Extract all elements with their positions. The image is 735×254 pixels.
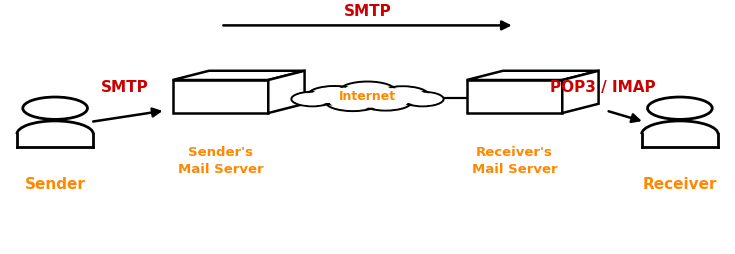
- Text: Receiver's
Mail Server: Receiver's Mail Server: [472, 146, 557, 176]
- Circle shape: [308, 86, 361, 104]
- Polygon shape: [562, 71, 598, 113]
- Circle shape: [291, 92, 334, 106]
- Text: Receiver: Receiver: [642, 177, 717, 192]
- Polygon shape: [173, 80, 268, 113]
- Text: Internet: Internet: [339, 90, 396, 103]
- Circle shape: [295, 93, 330, 105]
- Circle shape: [343, 83, 392, 100]
- Text: Sender: Sender: [25, 177, 85, 192]
- Circle shape: [405, 93, 440, 105]
- Text: POP3 / IMAP: POP3 / IMAP: [550, 80, 656, 95]
- Circle shape: [401, 92, 444, 106]
- Polygon shape: [268, 71, 304, 113]
- Text: SMTP: SMTP: [344, 4, 391, 19]
- Circle shape: [326, 92, 380, 111]
- Circle shape: [360, 93, 412, 110]
- Circle shape: [377, 86, 429, 104]
- Polygon shape: [173, 71, 304, 80]
- Circle shape: [364, 94, 408, 109]
- Polygon shape: [467, 71, 598, 80]
- Circle shape: [381, 88, 425, 103]
- Circle shape: [339, 82, 396, 101]
- Circle shape: [312, 87, 357, 103]
- Circle shape: [329, 93, 376, 110]
- Text: Sender's
Mail Server: Sender's Mail Server: [178, 146, 263, 176]
- Polygon shape: [467, 80, 562, 113]
- Text: SMTP: SMTP: [101, 80, 148, 95]
